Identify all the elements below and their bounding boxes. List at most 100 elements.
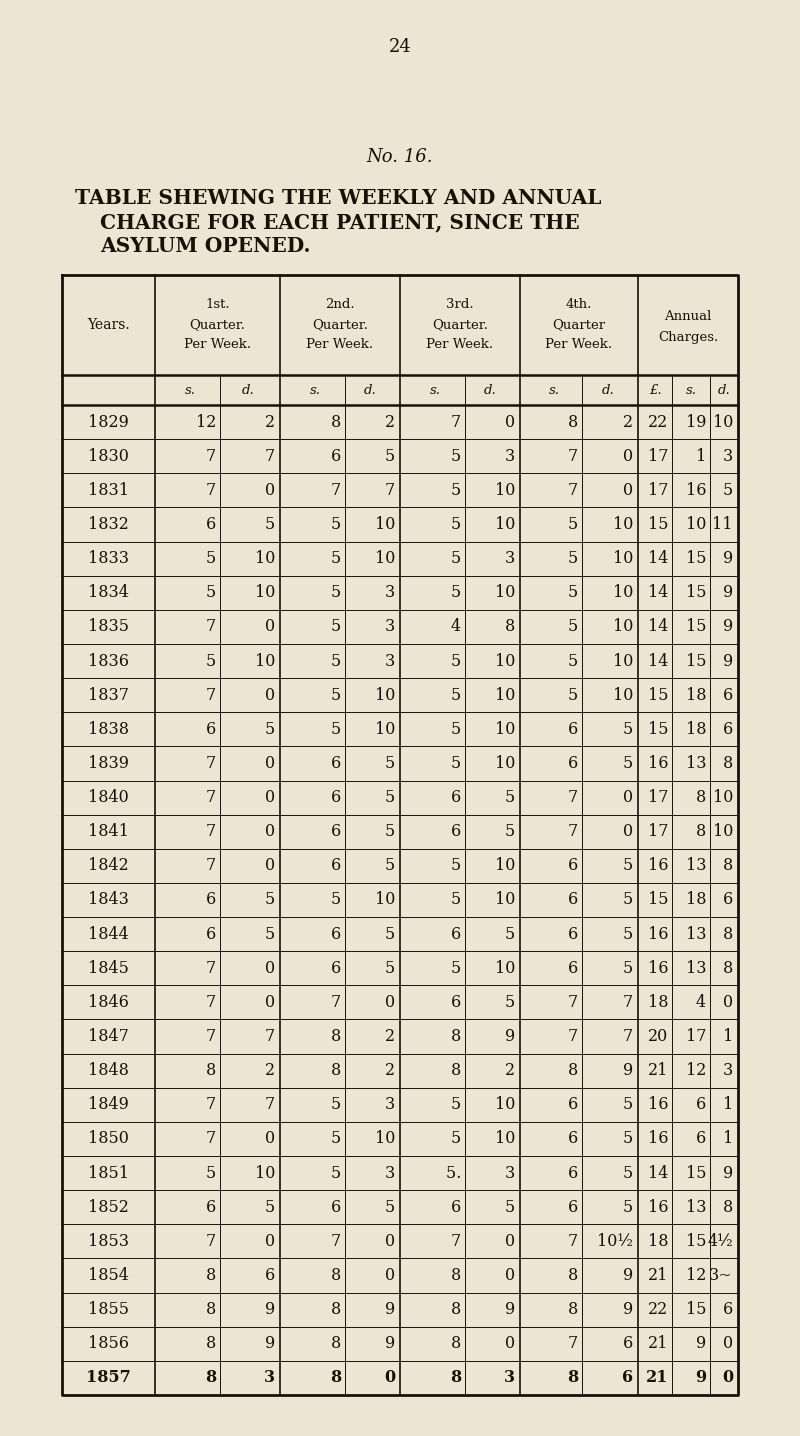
- Text: 2: 2: [623, 414, 633, 431]
- Text: 1: 1: [722, 1130, 733, 1147]
- Text: 7: 7: [206, 1234, 216, 1249]
- Text: 6: 6: [568, 1165, 578, 1182]
- Text: 1854: 1854: [88, 1267, 129, 1284]
- Text: 7: 7: [568, 790, 578, 806]
- Text: 0: 0: [265, 482, 275, 498]
- Text: 6: 6: [568, 857, 578, 875]
- Text: 5: 5: [568, 652, 578, 669]
- Text: 10: 10: [254, 550, 275, 567]
- Text: 0: 0: [265, 755, 275, 773]
- Text: 7: 7: [330, 482, 341, 498]
- Text: 5: 5: [265, 1199, 275, 1216]
- Text: 3: 3: [385, 584, 395, 602]
- Text: 5: 5: [505, 790, 515, 806]
- Text: 6: 6: [622, 1370, 633, 1386]
- Text: 5: 5: [385, 823, 395, 840]
- Text: 3: 3: [264, 1370, 275, 1386]
- Text: 8⁠: 8⁠: [206, 1267, 216, 1284]
- Text: 9: 9: [622, 1063, 633, 1080]
- Text: 18: 18: [686, 892, 706, 909]
- Text: 5: 5: [450, 448, 461, 465]
- Text: 0: 0: [723, 1335, 733, 1353]
- Text: 7: 7: [568, 1028, 578, 1045]
- Text: TABLE SHEWING THE WEEKLY AND ANNUAL: TABLE SHEWING THE WEEKLY AND ANNUAL: [75, 188, 602, 208]
- Text: 5: 5: [450, 550, 461, 567]
- Text: 10: 10: [374, 892, 395, 909]
- Text: 5: 5: [330, 892, 341, 909]
- Text: 22: 22: [648, 414, 668, 431]
- Text: 9: 9: [622, 1301, 633, 1318]
- Text: 2nd.: 2nd.: [325, 299, 355, 312]
- Text: 8: 8: [450, 1028, 461, 1045]
- Text: 8: 8: [206, 1301, 216, 1318]
- Text: 1851: 1851: [88, 1165, 129, 1182]
- Text: 5: 5: [568, 516, 578, 533]
- Text: 5: 5: [450, 482, 461, 498]
- Text: 5: 5: [568, 619, 578, 635]
- Text: 7: 7: [206, 959, 216, 976]
- Text: 8: 8: [566, 1370, 578, 1386]
- Text: 12: 12: [686, 1267, 706, 1284]
- Text: 10: 10: [494, 1096, 515, 1113]
- Text: 18: 18: [647, 994, 668, 1011]
- Text: 5: 5: [385, 755, 395, 773]
- Text: 5: 5: [330, 1096, 341, 1113]
- Text: 1839: 1839: [88, 755, 129, 773]
- Text: 0: 0: [505, 1234, 515, 1249]
- Text: 13: 13: [686, 857, 706, 875]
- Text: 5: 5: [265, 892, 275, 909]
- Text: 4: 4: [451, 619, 461, 635]
- Text: 6: 6: [330, 959, 341, 976]
- Text: 1845: 1845: [88, 959, 129, 976]
- Text: 0: 0: [384, 1370, 395, 1386]
- Text: 6: 6: [696, 1130, 706, 1147]
- Text: 0: 0: [265, 1130, 275, 1147]
- Text: 8: 8: [205, 1370, 216, 1386]
- Text: 8: 8: [330, 1370, 341, 1386]
- Text: 5: 5: [206, 550, 216, 567]
- Text: 0: 0: [265, 823, 275, 840]
- Text: 1838: 1838: [88, 721, 129, 738]
- Text: Quarter.: Quarter.: [190, 319, 246, 332]
- Text: 7: 7: [206, 1028, 216, 1045]
- Text: 0: 0: [623, 482, 633, 498]
- Text: 1856: 1856: [88, 1335, 129, 1353]
- Text: 0: 0: [722, 1370, 733, 1386]
- Text: 0: 0: [265, 790, 275, 806]
- Text: 6: 6: [206, 721, 216, 738]
- Text: s.: s.: [310, 383, 321, 396]
- Text: d.: d.: [718, 383, 730, 396]
- Text: Per Week.: Per Week.: [184, 339, 251, 352]
- Text: 5: 5: [622, 1199, 633, 1216]
- Text: Annual: Annual: [664, 310, 712, 323]
- Text: 9: 9: [505, 1301, 515, 1318]
- Text: 18: 18: [686, 686, 706, 704]
- Text: 15: 15: [647, 516, 668, 533]
- Text: 15: 15: [686, 584, 706, 602]
- Text: 7: 7: [206, 790, 216, 806]
- Text: 6: 6: [330, 926, 341, 942]
- Text: 6: 6: [330, 448, 341, 465]
- Text: 7: 7: [206, 823, 216, 840]
- Text: 6: 6: [568, 721, 578, 738]
- Text: 0: 0: [265, 959, 275, 976]
- Text: 1st.: 1st.: [205, 299, 230, 312]
- Text: 3: 3: [385, 652, 395, 669]
- Text: 10: 10: [613, 584, 633, 602]
- Text: 17: 17: [686, 1028, 706, 1045]
- Text: d.: d.: [242, 383, 254, 396]
- Text: 7: 7: [568, 1335, 578, 1353]
- Text: 5: 5: [206, 1165, 216, 1182]
- Text: 2: 2: [385, 1063, 395, 1080]
- Text: 6: 6: [206, 892, 216, 909]
- Text: 0: 0: [505, 1335, 515, 1353]
- Text: 8: 8: [450, 1063, 461, 1080]
- Text: 10: 10: [374, 686, 395, 704]
- Text: 5: 5: [265, 516, 275, 533]
- Text: 1835: 1835: [88, 619, 129, 635]
- Text: 14: 14: [648, 550, 668, 567]
- Text: d.: d.: [602, 383, 614, 396]
- Text: s.: s.: [686, 383, 697, 396]
- Text: 0: 0: [385, 1234, 395, 1249]
- Text: Per Week.: Per Week.: [306, 339, 374, 352]
